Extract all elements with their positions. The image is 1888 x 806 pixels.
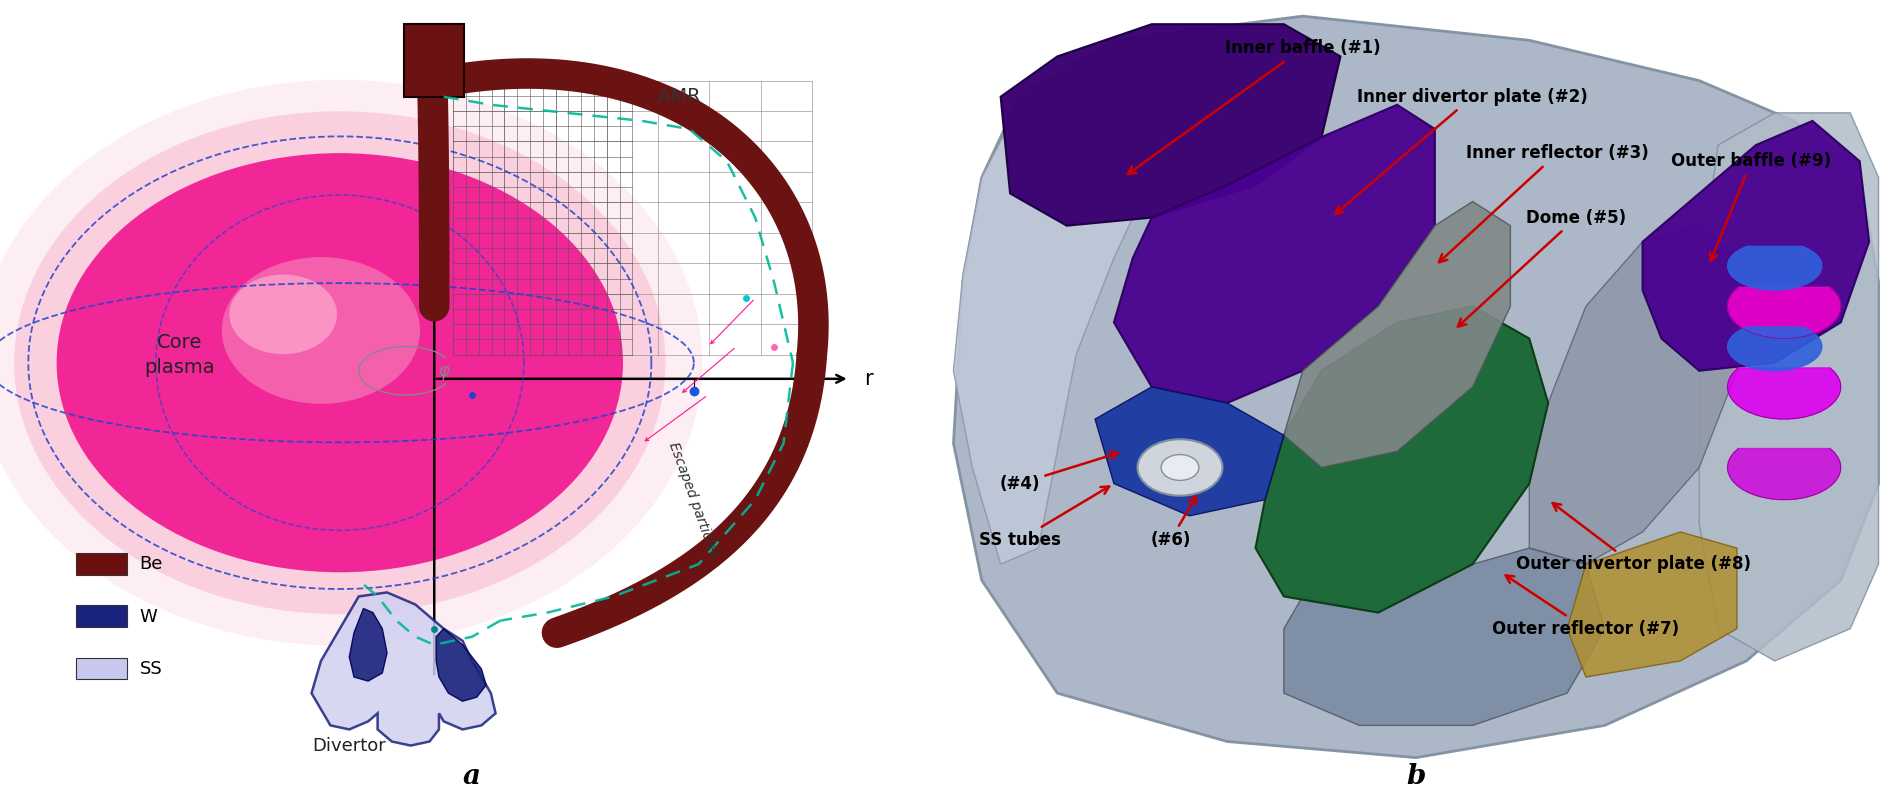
- Bar: [76, 658, 128, 679]
- Polygon shape: [1284, 202, 1510, 467]
- Text: (#4): (#4): [999, 451, 1118, 492]
- Text: (#6): (#6): [1150, 496, 1197, 549]
- Polygon shape: [408, 24, 461, 89]
- Polygon shape: [1529, 226, 1737, 564]
- Polygon shape: [1114, 105, 1435, 403]
- Ellipse shape: [0, 80, 702, 646]
- Polygon shape: [1256, 306, 1548, 613]
- Text: z: z: [449, 27, 459, 46]
- Ellipse shape: [1161, 455, 1199, 480]
- Text: Outer divertor plate (#8): Outer divertor plate (#8): [1516, 503, 1750, 573]
- Bar: [76, 553, 128, 575]
- Text: φ: φ: [438, 362, 449, 380]
- Ellipse shape: [221, 257, 419, 404]
- Polygon shape: [1728, 247, 1822, 290]
- Polygon shape: [1567, 532, 1737, 677]
- Text: AMR: AMR: [657, 87, 702, 106]
- Text: b: b: [1407, 763, 1425, 790]
- Polygon shape: [1728, 368, 1841, 419]
- Text: Inner reflector (#3): Inner reflector (#3): [1439, 144, 1648, 262]
- Ellipse shape: [15, 111, 665, 614]
- Text: SS: SS: [140, 660, 162, 678]
- Text: Outer reflector (#7): Outer reflector (#7): [1492, 575, 1680, 638]
- Text: a: a: [463, 763, 481, 790]
- Text: SS tubes: SS tubes: [978, 487, 1108, 549]
- Polygon shape: [953, 16, 1879, 758]
- Polygon shape: [1728, 448, 1841, 500]
- Text: W: W: [140, 608, 157, 625]
- Text: Dome (#5): Dome (#5): [1458, 209, 1627, 326]
- Bar: [76, 605, 128, 627]
- Ellipse shape: [230, 275, 336, 354]
- Text: Core
plasma: Core plasma: [143, 333, 215, 376]
- Polygon shape: [1284, 548, 1605, 725]
- Polygon shape: [1728, 287, 1841, 339]
- Text: r: r: [865, 369, 872, 388]
- Polygon shape: [1699, 113, 1879, 661]
- Ellipse shape: [57, 153, 623, 572]
- Text: Inner baffle (#1): Inner baffle (#1): [1127, 39, 1380, 174]
- Polygon shape: [953, 64, 1152, 564]
- Polygon shape: [1643, 121, 1869, 371]
- Polygon shape: [1095, 387, 1284, 516]
- Polygon shape: [436, 629, 487, 701]
- Polygon shape: [1728, 327, 1822, 371]
- Polygon shape: [349, 609, 387, 681]
- Polygon shape: [404, 24, 464, 97]
- Polygon shape: [312, 592, 495, 746]
- Text: Inner divertor plate (#2): Inner divertor plate (#2): [1335, 88, 1588, 214]
- Polygon shape: [1001, 24, 1340, 226]
- Text: Outer baffle (#9): Outer baffle (#9): [1671, 152, 1831, 261]
- Text: Escaped particles: Escaped particles: [666, 440, 721, 559]
- Text: Be: Be: [140, 555, 162, 573]
- Ellipse shape: [1137, 439, 1223, 496]
- Text: Divertor: Divertor: [312, 737, 387, 754]
